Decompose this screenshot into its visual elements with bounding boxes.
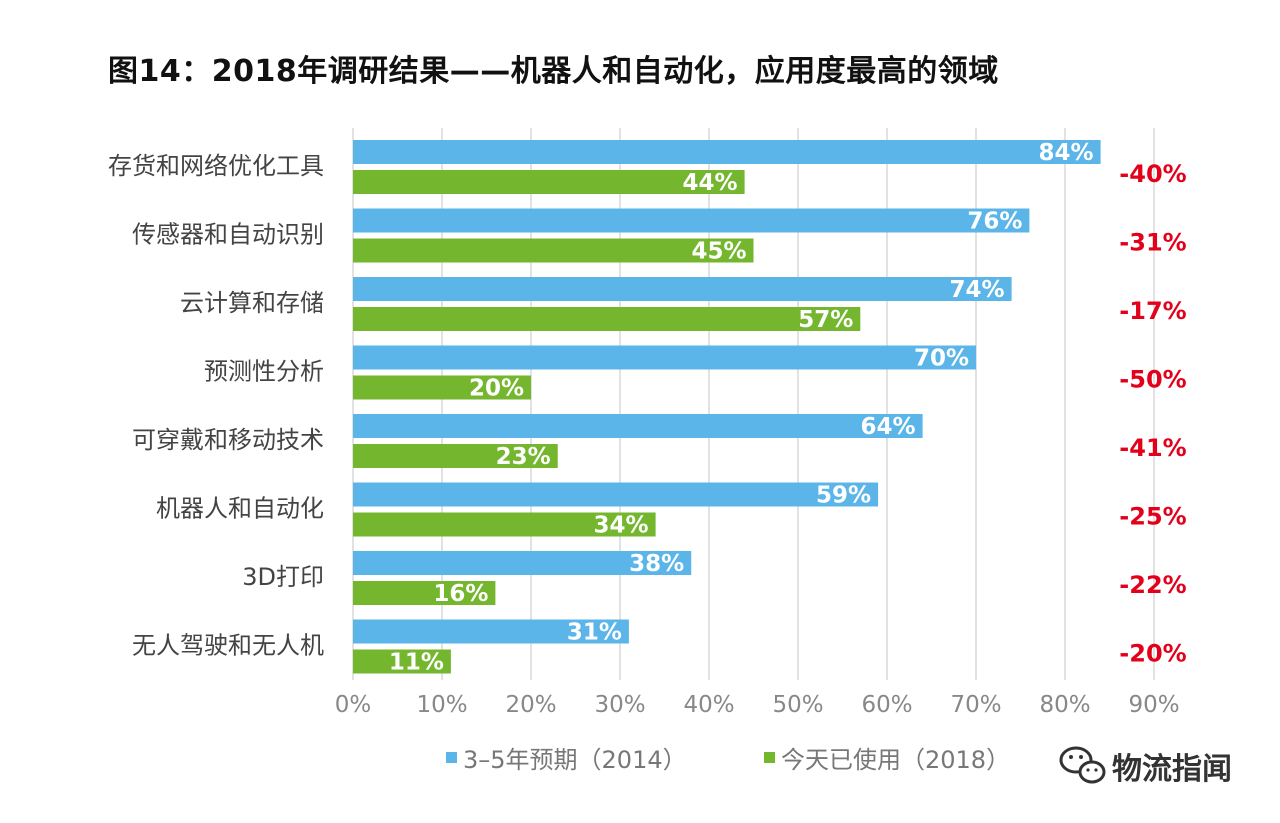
category-label: 可穿戴和移动技术 [132, 426, 324, 454]
change-label: -31% [1119, 229, 1186, 257]
category-label: 预测性分析 [204, 358, 324, 386]
chart-title: 图14：2018年调研结果——机器人和自动化，应用度最高的领域 [108, 54, 999, 89]
x-tick-label: 70% [950, 692, 1001, 718]
bar-data-label: 59% [816, 483, 871, 509]
category-label: 无人驾驶和无人机 [132, 632, 324, 660]
legend-label: 3–5年预期（2014） [463, 746, 687, 774]
bar-data-label: 34% [594, 513, 649, 539]
bar-data-label: 20% [469, 376, 524, 402]
category-label: 云计算和存储 [180, 289, 324, 317]
x-tick-label: 80% [1039, 692, 1090, 718]
bar-data-label: 84% [1039, 140, 1094, 166]
bar-expected-2014 [353, 551, 692, 575]
category-label: 存货和网络优化工具 [108, 152, 324, 180]
category-label: 3D打印 [242, 563, 324, 591]
bar-used-2018 [353, 444, 558, 468]
wechat-icon [1059, 746, 1106, 784]
change-label: -41% [1119, 434, 1186, 462]
watermark-text: 物流指闻 [1112, 752, 1232, 787]
change-labels: -40% -31% -17% -50% -41% -25% -22% -20% [1119, 160, 1186, 668]
bar-data-label: 74% [950, 277, 1005, 303]
bar-data-label: 76% [967, 209, 1022, 235]
bar-data-label: 38% [629, 551, 684, 577]
bar-expected-2014 [353, 208, 1030, 233]
bar-used-2018 [353, 581, 496, 605]
change-label: -40% [1119, 160, 1186, 188]
bars: 84% 44% 76% 45% 74% 57% 70% 20% 64% 23% 59% 34% 38% 1… [353, 140, 1101, 676]
bar-data-label: 57% [798, 307, 853, 333]
bar-data-label: 64% [861, 414, 916, 440]
legend-swatch [764, 752, 775, 763]
bar-data-label: 16% [433, 581, 488, 607]
x-tick-label: 20% [505, 692, 556, 718]
x-tick-label: 40% [683, 692, 734, 718]
bar-expected-2014 [353, 619, 629, 644]
bar-data-label: 11% [389, 650, 444, 676]
bar-expected-2014 [353, 414, 923, 438]
bar-used-2018 [353, 307, 861, 331]
x-tick-label: 60% [861, 692, 912, 718]
x-tick-label: 90% [1128, 692, 1179, 718]
bar-used-2018 [353, 170, 745, 194]
bar-data-label: 45% [691, 239, 746, 265]
change-label: -17% [1119, 297, 1186, 325]
bar-expected-2014 [353, 140, 1101, 164]
category-labels: 存货和网络优化工具传感器和自动识别云计算和存储预测性分析可穿戴和移动技术机器人和… [108, 152, 324, 660]
change-label: -20% [1119, 640, 1186, 668]
bar-expected-2014 [353, 482, 879, 507]
bar-used-2018 [353, 238, 754, 263]
bar-data-label: 44% [683, 170, 738, 196]
x-tick-label: 50% [772, 692, 823, 718]
x-tick-label: 30% [594, 692, 645, 718]
x-tick-label: 0% [335, 692, 372, 718]
bar-used-2018 [353, 512, 656, 537]
bar-data-label: 23% [496, 444, 551, 470]
x-axis-tick-labels: 0% 10% 20% 30% 40% 50% 60% 70% 80% 90% [335, 692, 1180, 718]
bar-expected-2014 [353, 345, 976, 370]
legend: 3–5年预期（2014） 今天已使用（2018） [446, 746, 1010, 774]
bar-data-label: 31% [567, 620, 622, 646]
bar-used-2018 [353, 375, 531, 400]
category-label: 传感器和自动识别 [132, 221, 324, 249]
change-label: -22% [1119, 571, 1186, 599]
bar-data-label: 70% [914, 346, 969, 372]
category-label: 机器人和自动化 [156, 495, 324, 523]
bar-used-2018 [353, 649, 451, 674]
change-label: -50% [1119, 366, 1186, 394]
legend-label: 今天已使用（2018） [781, 746, 1010, 774]
bar-expected-2014 [353, 277, 1012, 301]
legend-swatch [446, 752, 457, 763]
x-tick-label: 10% [416, 692, 467, 718]
watermark: 物流指闻 [1059, 746, 1232, 787]
change-label: -25% [1119, 503, 1186, 531]
